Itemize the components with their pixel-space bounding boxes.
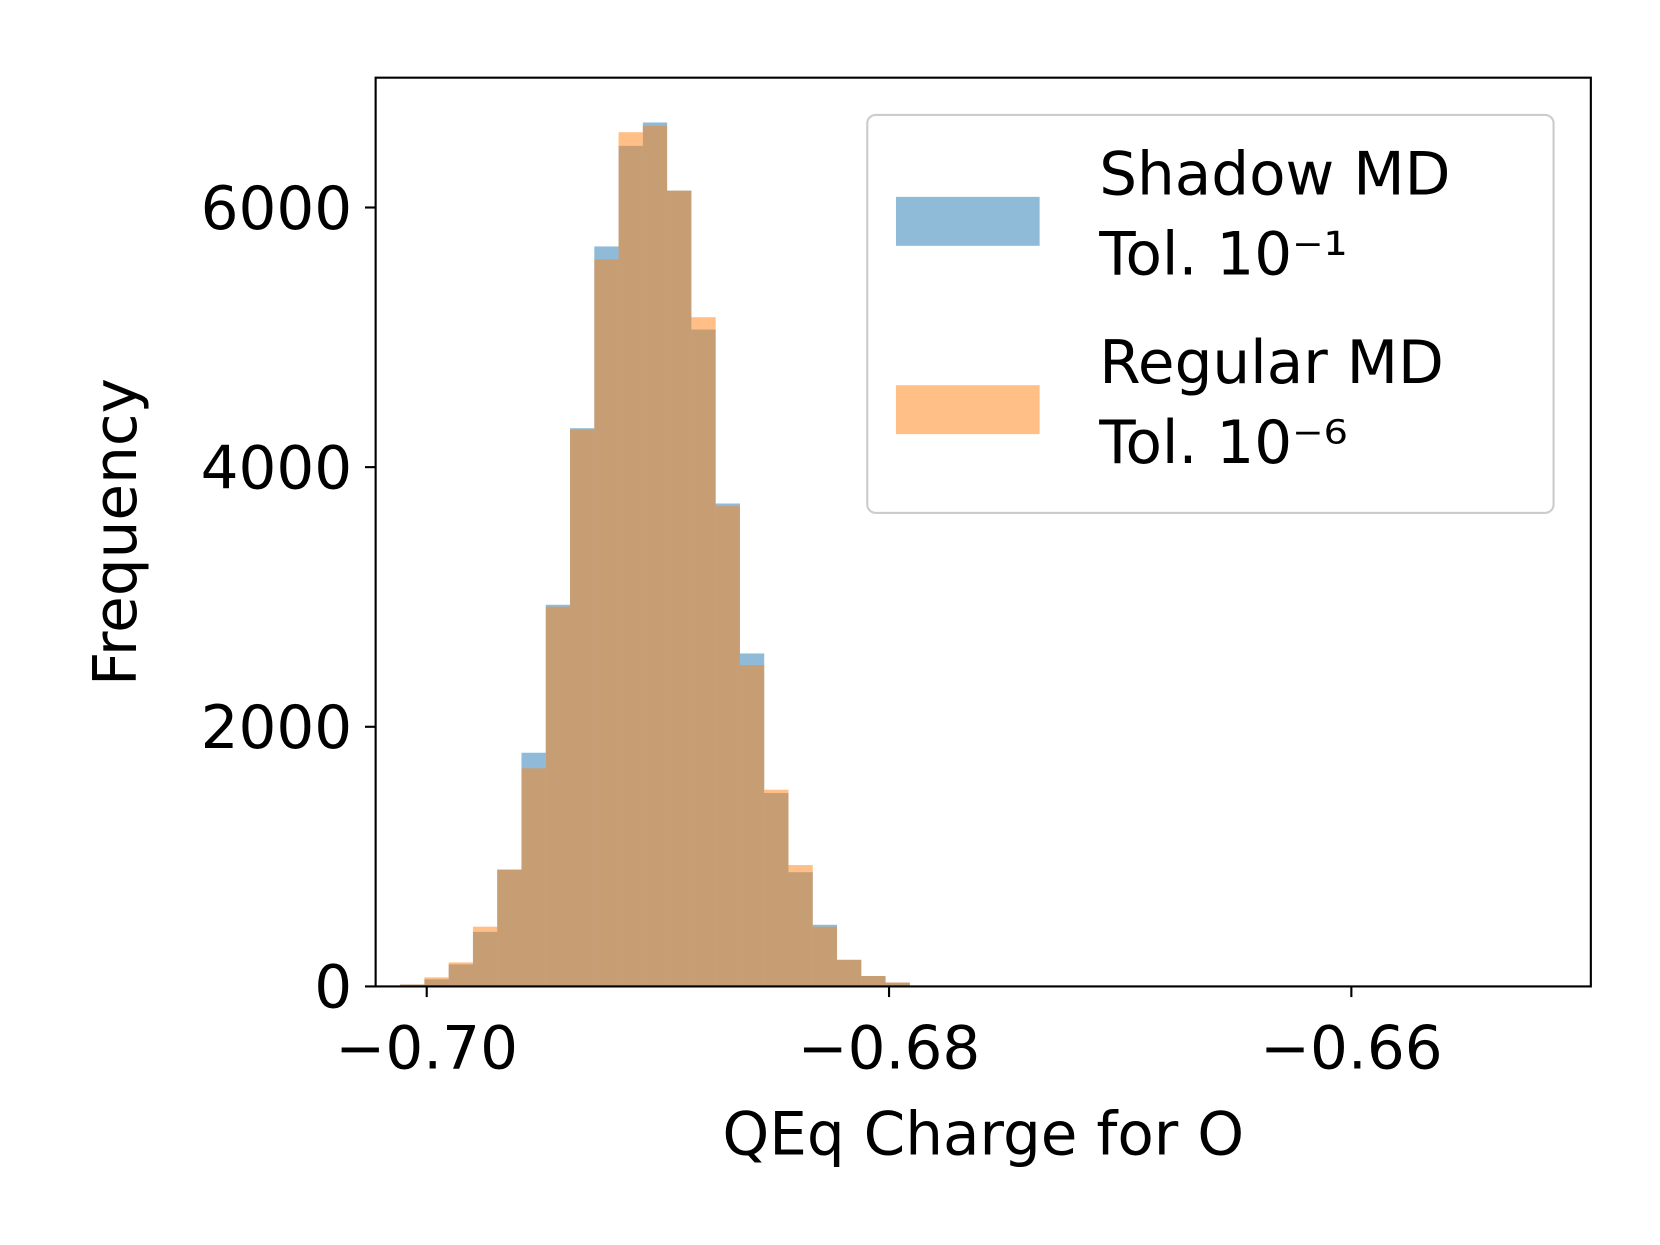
histogram-bar [885,982,910,987]
histogram-bar [424,977,449,987]
histogram-bar [691,317,716,987]
legend-swatch [895,385,1040,435]
histogram-bar [618,132,643,987]
histogram-bar [594,259,619,987]
histogram-bar [545,606,571,987]
legend-label: Shadow MD Tol. 10⁻¹ [1098,141,1450,290]
histogram-bar [497,869,522,987]
histogram-bar [448,962,473,987]
histogram-bar [642,125,668,987]
histogram-bar [521,768,546,987]
legend-swatch [895,196,1040,246]
histogram-bar [764,789,789,987]
histogram-bar [861,976,886,987]
x-tick-label: −0.68 [798,1014,981,1083]
y-tick-label: 0 [314,954,352,1023]
histogram-bar [739,665,765,987]
plot-frame [374,76,1592,988]
y-axis-label: Frequency [82,378,151,686]
x-axis-label: QEq Charge for O [722,1101,1244,1170]
x-tick-label: −0.70 [335,1014,518,1083]
y-tick-label: 4000 [201,434,353,503]
legend-label: Regular MD Tol. 10⁻⁶ [1098,329,1444,478]
histogram-bar [788,865,813,987]
histogram-bar [570,429,595,987]
histogram-bar [715,506,740,987]
histogram-bar [812,926,838,987]
x-tick-label: −0.66 [1260,1014,1443,1083]
y-tick-label: 2000 [201,694,353,763]
y-tick-label: 6000 [201,175,353,244]
histogram-bar [472,926,498,987]
histogram-bar [837,959,862,987]
histogram-bar [667,190,692,987]
